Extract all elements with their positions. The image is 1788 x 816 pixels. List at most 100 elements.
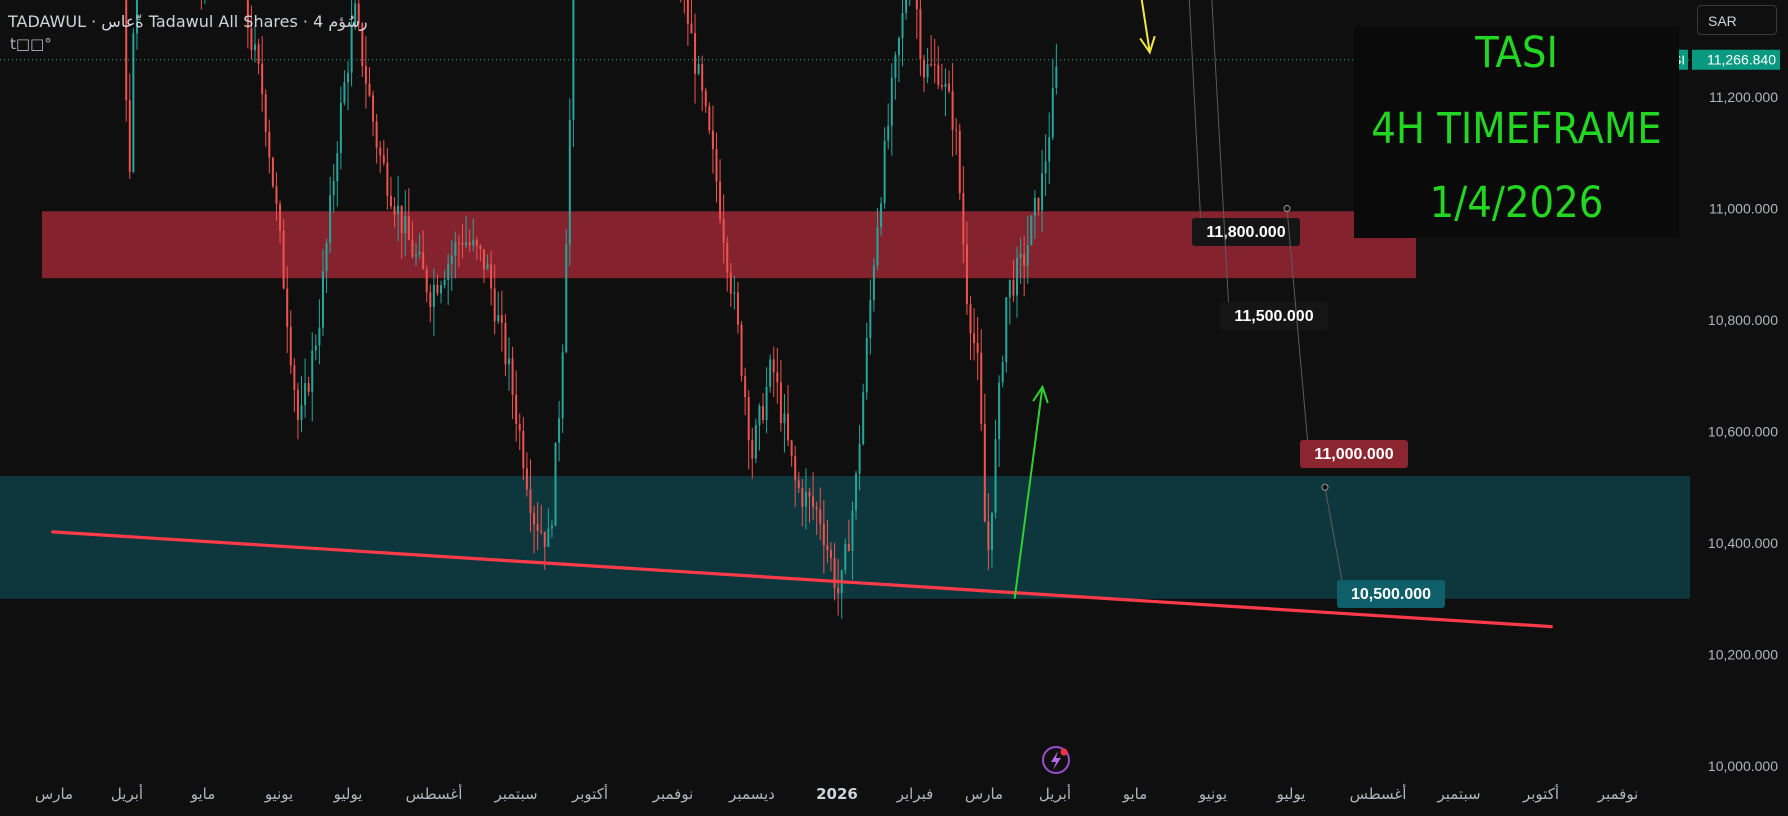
lower-trendline[interactable] xyxy=(51,530,1553,629)
candle-87 xyxy=(311,350,314,392)
label-11500: 11,500.000 xyxy=(1234,308,1313,325)
candle-155 xyxy=(554,442,557,526)
candle-132 xyxy=(472,240,475,246)
candle-85 xyxy=(304,383,307,406)
candle-95 xyxy=(339,102,342,154)
candle-231 xyxy=(826,545,829,551)
candle-270 xyxy=(965,244,968,305)
candle-86 xyxy=(307,383,310,392)
candle-281 xyxy=(1005,297,1008,363)
up-arrow[interactable] xyxy=(1013,384,1049,599)
candle-72 xyxy=(257,44,260,64)
label-11800: 11,800.000 xyxy=(1206,224,1285,241)
candle-284 xyxy=(1016,257,1019,296)
candle-289 xyxy=(1033,197,1036,216)
candle-272 xyxy=(973,333,976,344)
candle-197 xyxy=(704,90,707,107)
candle-122 xyxy=(436,284,439,294)
price-axis-bg xyxy=(1690,0,1788,812)
candle-107 xyxy=(382,155,385,163)
candle-210 xyxy=(751,440,754,459)
candle-226 xyxy=(808,491,811,497)
candle-101 xyxy=(361,23,364,67)
y-tick-10400: 10,400.000 xyxy=(1708,535,1778,551)
candle-97 xyxy=(347,72,350,83)
last-price-tag xyxy=(1692,49,1780,70)
label-11000-box[interactable] xyxy=(1300,440,1408,468)
candle-83 xyxy=(296,389,299,421)
candle-274 xyxy=(980,352,983,425)
candle-285 xyxy=(1019,254,1022,258)
candle-216 xyxy=(772,359,775,373)
label-11500-box[interactable] xyxy=(1220,302,1328,330)
label-10500-anchor xyxy=(1321,483,1329,491)
candle-36 xyxy=(128,100,131,172)
candle-159 xyxy=(568,119,571,245)
candle-218 xyxy=(779,382,782,424)
lightning-icon[interactable] xyxy=(1042,746,1070,774)
candle-144 xyxy=(515,394,518,424)
candle-283 xyxy=(1012,279,1015,296)
y-tick-10600: 10,600.000 xyxy=(1708,424,1778,440)
candle-158 xyxy=(565,244,568,353)
candle-195 xyxy=(697,64,700,74)
candle-247 xyxy=(883,140,886,204)
candle-90 xyxy=(321,271,324,328)
candle-116 xyxy=(414,254,417,257)
x-tick-8: نوفمبر xyxy=(652,785,694,803)
candle-157 xyxy=(561,352,564,419)
currency-button[interactable]: SAR xyxy=(1697,5,1777,35)
candle-194 xyxy=(694,33,697,74)
candle-156 xyxy=(558,418,561,443)
candle-193 xyxy=(690,23,693,34)
candle-252 xyxy=(901,12,904,39)
candle-154 xyxy=(550,525,553,529)
candle-109 xyxy=(389,195,392,207)
label-11800-box[interactable] xyxy=(1192,218,1300,246)
candle-265 xyxy=(948,83,951,92)
candle-282 xyxy=(1008,279,1011,298)
candle-110 xyxy=(393,206,396,215)
label-10500-box[interactable] xyxy=(1337,580,1445,608)
candle-286 xyxy=(1023,254,1026,266)
candle-99 xyxy=(354,3,357,28)
candle-131 xyxy=(468,242,471,246)
lightning-icon-bolt xyxy=(1051,751,1061,770)
candle-244 xyxy=(872,265,875,301)
candle-242 xyxy=(865,337,868,393)
candle-263 xyxy=(940,84,943,87)
y-tick-11000: 11,000.000 xyxy=(1709,201,1778,217)
candle-124 xyxy=(443,279,446,286)
candle-259 xyxy=(926,63,929,78)
candle-261 xyxy=(933,64,936,66)
candle-121 xyxy=(432,284,435,307)
candle-71 xyxy=(254,44,257,51)
candle-102 xyxy=(364,66,367,84)
candle-79 xyxy=(282,230,285,289)
candle-130 xyxy=(465,242,468,246)
y-tick-10200: 10,200.000 xyxy=(1708,647,1778,663)
candle-288 xyxy=(1030,215,1033,245)
x-tick-4: يوليو xyxy=(333,785,363,803)
candle-78 xyxy=(279,203,282,231)
candle-201 xyxy=(719,181,722,220)
candle-264 xyxy=(944,83,947,87)
candle-100 xyxy=(357,3,360,24)
candle-96 xyxy=(343,82,346,103)
up-arrow-head xyxy=(1032,384,1049,404)
candle-38 xyxy=(135,0,138,34)
label-11500-leader xyxy=(1211,0,1231,331)
down-arrow[interactable] xyxy=(1114,0,1156,55)
candle-287 xyxy=(1026,244,1029,266)
candle-268 xyxy=(958,130,961,194)
candle-93 xyxy=(332,181,335,196)
candle-225 xyxy=(804,491,807,507)
candle-227 xyxy=(812,496,815,508)
candle-142 xyxy=(508,358,511,365)
candle-75 xyxy=(268,131,271,158)
x-tick-6: سبتمبر xyxy=(493,785,537,803)
candle-150 xyxy=(536,524,539,531)
y-tick-11200: 11,200.000 xyxy=(1709,89,1778,105)
